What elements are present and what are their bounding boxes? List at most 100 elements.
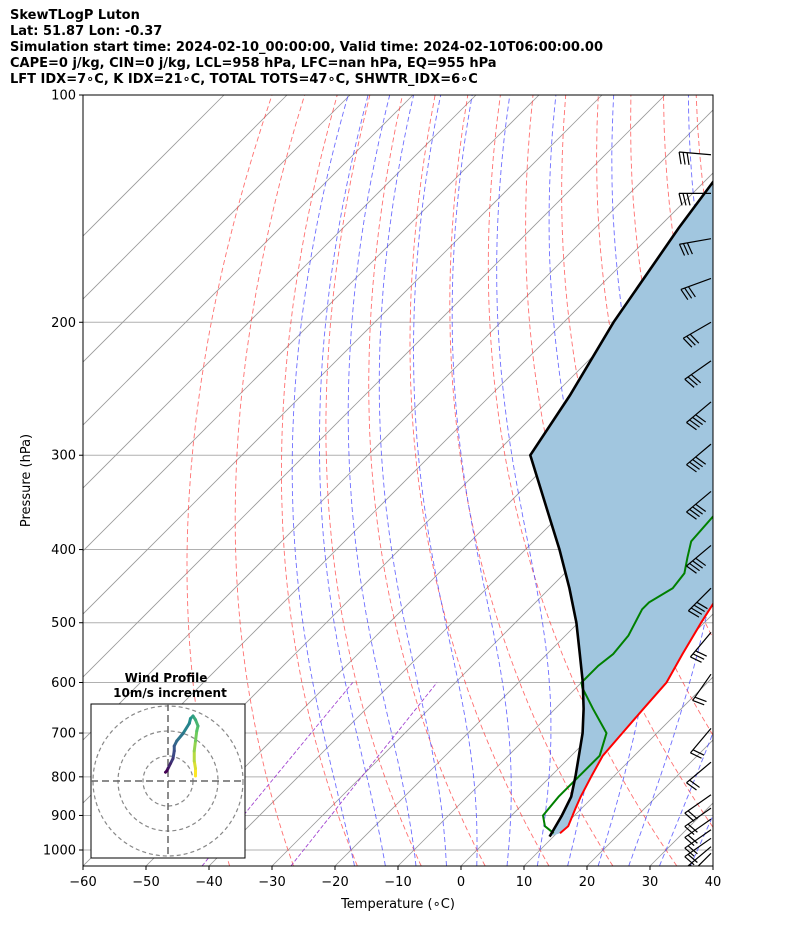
- moist-adiabat-line: [378, 95, 447, 866]
- isotherm-line: [83, 95, 414, 426]
- dry-adiabat-line: [325, 95, 422, 866]
- wind-barb: [684, 360, 712, 388]
- isotherm-line: [397, 550, 713, 866]
- isotherm-line: [83, 95, 477, 489]
- moist-adiabat-line: [413, 95, 478, 866]
- x-tick-label: 10: [516, 875, 533, 890]
- x-tick-label: −40: [195, 875, 222, 890]
- wind-barb: [678, 238, 712, 256]
- x-tick-label: −50: [132, 875, 159, 890]
- y-tick-label: 900: [51, 809, 76, 824]
- y-tick-label: 1000: [43, 844, 76, 859]
- wind-barb: [697, 852, 712, 866]
- y-tick-label: 400: [51, 543, 76, 558]
- wind-barb: [684, 794, 712, 822]
- isotherm-line: [271, 424, 713, 866]
- isotherm-line: [83, 95, 225, 237]
- location-coordinates: Lat: 51.87 Lon: -0.37: [10, 24, 163, 39]
- y-axis-label: Pressure (hPa): [19, 434, 34, 527]
- moist-adiabat-line: [319, 95, 386, 866]
- moist-adiabat-line: [659, 731, 713, 866]
- hodograph-segment: [164, 769, 169, 774]
- x-tick-label: −60: [69, 875, 96, 890]
- plot-area: [83, 95, 794, 866]
- hodograph-segment: [181, 722, 191, 735]
- hodograph-plot: [91, 704, 245, 858]
- wind-barb: [684, 837, 712, 866]
- x-tick-label: 30: [642, 875, 659, 890]
- x-tick-label: 0: [457, 875, 465, 890]
- moist-adiabat-line: [451, 95, 512, 866]
- moist-adiabat-line: [291, 95, 355, 866]
- wind-barb: [686, 761, 712, 791]
- isotherm-line: [83, 95, 351, 363]
- isotherm-line: [83, 95, 603, 615]
- x-axis-label: Temperature (∘C): [340, 897, 455, 912]
- hodograph-subtitle: 10m/s increment: [113, 686, 227, 700]
- y-tick-label: 700: [51, 727, 76, 742]
- dry-adiabat-line: [761, 95, 794, 866]
- hodograph-segment: [194, 729, 199, 743]
- y-tick-label: 600: [51, 676, 76, 691]
- y-tick-label: 500: [51, 616, 76, 631]
- isotherm-line: [83, 109, 713, 741]
- isotherm-line: [83, 95, 288, 300]
- dry-adiabat-line: [729, 95, 794, 866]
- dewpoint-line: [541, 514, 713, 834]
- mixing-ratio-line: [290, 682, 438, 866]
- hodograph-title: Wind Profile: [125, 671, 208, 685]
- moist-adiabat-line: [496, 95, 552, 866]
- y-tick-label: 300: [51, 449, 76, 464]
- wind-barb: [686, 401, 712, 431]
- x-tick-label: −30: [258, 875, 285, 890]
- profile-lines: [528, 179, 713, 838]
- wind-barb: [684, 818, 712, 846]
- wind-barb: [680, 277, 712, 301]
- chart-title: SkewTLogP Luton: [10, 8, 140, 23]
- dry-adiabat-line: [449, 95, 614, 866]
- y-tick-label: 800: [51, 770, 76, 785]
- moist-adiabat-line: [628, 95, 713, 866]
- x-tick-label: −10: [384, 875, 411, 890]
- axes: −60 −50 −40 −30 −20 −10 0 10 20 30 40 1000 900 800 700…: [19, 89, 721, 913]
- wind-barb: [678, 192, 711, 206]
- isotherm-line: [83, 95, 666, 678]
- simulation-times: Simulation start time: 2024-02-10_00:00:…: [10, 40, 603, 55]
- instability-indices: LFT IDX=7∘C, K IDX=21∘C, TOTAL TOTS=47∘C…: [10, 72, 478, 87]
- wind-barb: [686, 544, 712, 574]
- dry-adiabat-line: [186, 95, 273, 866]
- dry-adiabat-line: [368, 95, 486, 866]
- isotherm-line: [83, 95, 540, 552]
- isotherm-line: [523, 676, 713, 866]
- y-tick-label: 200: [51, 316, 76, 331]
- isotherm-line: [712, 865, 713, 866]
- isotherm-line: [776, 95, 794, 866]
- wind-barbs: [678, 151, 712, 866]
- x-tick-label: 40: [705, 875, 722, 890]
- hodograph-segment: [192, 739, 197, 753]
- x-tick-label: −20: [321, 875, 348, 890]
- moist-adiabat-line: [721, 95, 794, 866]
- wind-barb: [682, 321, 712, 348]
- hodograph-segment: [175, 732, 185, 743]
- wind-barb: [692, 673, 712, 706]
- dry-adiabat-line: [409, 95, 550, 866]
- x-tick-label: 20: [579, 875, 596, 890]
- dry-adiabat-line: [487, 95, 678, 866]
- stability-indices: CAPE=0 j/kg, CIN=0 j/kg, LCL=958 hPa, LF…: [10, 56, 497, 71]
- wind-barb: [684, 829, 712, 857]
- wind-barb: [686, 443, 712, 473]
- y-tick-label: 100: [51, 89, 76, 104]
- isotherm-line: [334, 487, 713, 866]
- moist-adiabat-line: [347, 95, 417, 866]
- wind-barb: [684, 807, 712, 836]
- wind-barb: [686, 490, 712, 520]
- isotherm-line: [145, 298, 713, 866]
- temperature-line: [559, 602, 713, 834]
- wind-barb: [678, 151, 712, 166]
- dry-adiabat-line: [281, 95, 358, 866]
- dry-adiabat-line: [234, 95, 306, 866]
- wind-barb: [689, 632, 712, 663]
